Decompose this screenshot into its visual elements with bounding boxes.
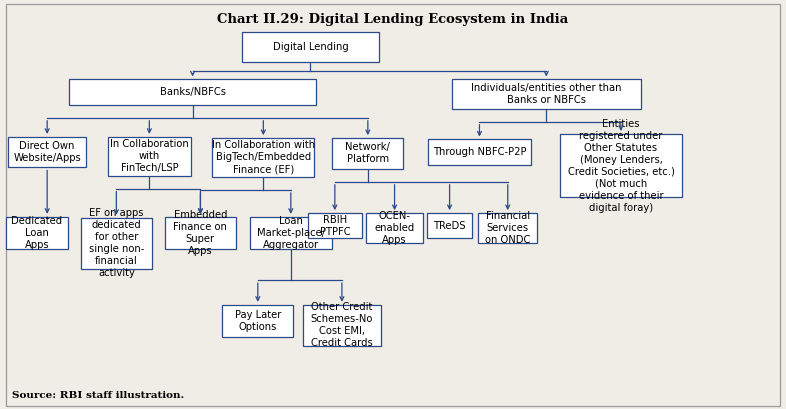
Text: In Collaboration
with
FinTech/LSP: In Collaboration with FinTech/LSP <box>110 139 189 173</box>
FancyBboxPatch shape <box>212 138 314 177</box>
FancyBboxPatch shape <box>69 79 316 105</box>
Text: Individuals/entities other than
Banks or NBFCs: Individuals/entities other than Banks or… <box>471 83 622 105</box>
FancyBboxPatch shape <box>6 217 68 249</box>
Text: Source: RBI staff illustration.: Source: RBI staff illustration. <box>12 391 184 400</box>
Text: Pay Later
Options: Pay Later Options <box>234 310 281 332</box>
Text: Through NBFC-P2P: Through NBFC-P2P <box>433 147 526 157</box>
FancyBboxPatch shape <box>452 79 641 109</box>
Text: Other Credit
Schemes-No
Cost EMI,
Credit Cards: Other Credit Schemes-No Cost EMI, Credit… <box>310 302 373 348</box>
Text: Entities
registered under
Other Statutes
(Money Lenders,
Credit Societies, etc.): Entities registered under Other Statutes… <box>567 119 674 213</box>
FancyBboxPatch shape <box>428 139 531 165</box>
FancyBboxPatch shape <box>303 305 381 346</box>
Text: Dedicated
Loan
Apps: Dedicated Loan Apps <box>11 216 63 250</box>
Text: Loan
Market-place/
Aggregator: Loan Market-place/ Aggregator <box>257 216 325 250</box>
FancyBboxPatch shape <box>250 217 332 249</box>
FancyBboxPatch shape <box>222 305 293 337</box>
Text: Financial
Services
on ONDC: Financial Services on ONDC <box>485 211 531 245</box>
Text: TReDS: TReDS <box>433 221 466 231</box>
Text: Network/
Platform: Network/ Platform <box>345 142 391 164</box>
FancyBboxPatch shape <box>478 213 538 243</box>
FancyBboxPatch shape <box>242 32 380 62</box>
Text: EF on apps
dedicated
for other
single non-
financial
activity: EF on apps dedicated for other single no… <box>89 208 144 279</box>
FancyBboxPatch shape <box>332 138 403 169</box>
Text: Digital Lending: Digital Lending <box>273 42 348 52</box>
Text: Direct Own
Website/Apps: Direct Own Website/Apps <box>13 141 81 163</box>
FancyBboxPatch shape <box>366 213 423 243</box>
FancyBboxPatch shape <box>427 213 472 238</box>
FancyBboxPatch shape <box>108 137 190 176</box>
Text: Chart II.29: Digital Lending Ecosystem in India: Chart II.29: Digital Lending Ecosystem i… <box>218 13 568 26</box>
Text: RBIH
PTPFC: RBIH PTPFC <box>320 215 350 237</box>
FancyBboxPatch shape <box>81 218 152 269</box>
Text: In Collaboration with
BigTech/Embedded
Finance (EF): In Collaboration with BigTech/Embedded F… <box>211 140 315 175</box>
FancyBboxPatch shape <box>165 217 236 249</box>
Text: Banks/NBFCs: Banks/NBFCs <box>160 87 226 97</box>
FancyBboxPatch shape <box>308 213 362 238</box>
Text: OCEN-
enabled
Apps: OCEN- enabled Apps <box>374 211 415 245</box>
Text: Embedded
Finance on
Super
Apps: Embedded Finance on Super Apps <box>174 210 227 256</box>
FancyBboxPatch shape <box>8 137 86 168</box>
FancyBboxPatch shape <box>560 134 682 198</box>
